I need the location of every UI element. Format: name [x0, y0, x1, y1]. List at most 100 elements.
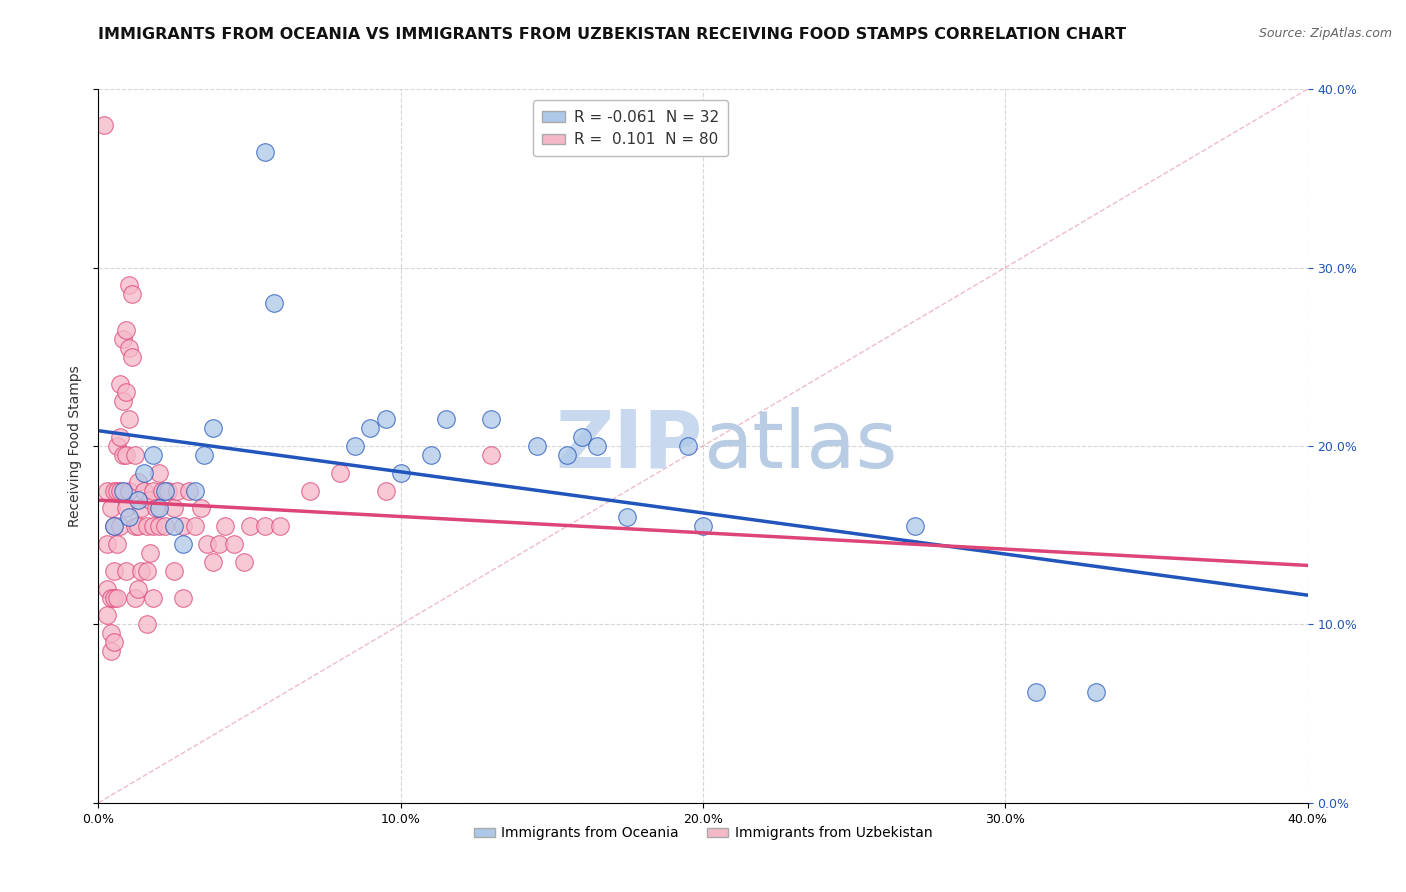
- Point: [202, 421, 225, 435]
- Point: [253, 145, 276, 159]
- Point: [263, 296, 285, 310]
- Point: [172, 519, 194, 533]
- Point: [344, 439, 367, 453]
- Point: [148, 519, 170, 533]
- Legend: Immigrants from Oceania, Immigrants from Uzbekistan: Immigrants from Oceania, Immigrants from…: [468, 821, 938, 846]
- Point: [616, 510, 638, 524]
- Point: [208, 537, 231, 551]
- Point: [111, 483, 134, 498]
- Point: [124, 591, 146, 605]
- Point: [132, 483, 155, 498]
- Point: [135, 564, 157, 578]
- Point: [299, 483, 322, 498]
- Point: [118, 341, 141, 355]
- Point: [360, 421, 382, 435]
- Point: [586, 439, 609, 453]
- Point: [100, 591, 122, 605]
- Point: [142, 591, 165, 605]
- Point: [127, 492, 149, 507]
- Point: [121, 287, 143, 301]
- Point: [96, 608, 118, 623]
- Point: [118, 510, 141, 524]
- Point: [135, 617, 157, 632]
- Point: [179, 483, 201, 498]
- Point: [100, 626, 122, 640]
- Point: [100, 644, 122, 658]
- Point: [156, 483, 179, 498]
- Point: [127, 475, 149, 489]
- Point: [129, 564, 152, 578]
- Point: [420, 448, 443, 462]
- Point: [108, 483, 131, 498]
- Text: ZIP: ZIP: [555, 407, 703, 485]
- Point: [114, 501, 136, 516]
- Point: [239, 519, 262, 533]
- Point: [135, 519, 157, 533]
- Point: [374, 412, 396, 426]
- Point: [121, 350, 143, 364]
- Point: [103, 483, 125, 498]
- Point: [114, 323, 136, 337]
- Point: [904, 519, 927, 533]
- Point: [100, 501, 122, 516]
- Point: [105, 537, 128, 551]
- Point: [145, 501, 167, 516]
- Point: [1085, 685, 1108, 699]
- Point: [111, 394, 134, 409]
- Point: [224, 537, 246, 551]
- Point: [190, 501, 212, 516]
- Point: [114, 448, 136, 462]
- Point: [555, 448, 578, 462]
- Point: [111, 448, 134, 462]
- Point: [374, 483, 396, 498]
- Point: [127, 582, 149, 596]
- Point: [142, 483, 165, 498]
- Point: [153, 483, 176, 498]
- Point: [163, 564, 186, 578]
- Point: [114, 385, 136, 400]
- Point: [139, 546, 162, 560]
- Text: atlas: atlas: [703, 407, 897, 485]
- Point: [526, 439, 548, 453]
- Point: [96, 537, 118, 551]
- Point: [172, 537, 194, 551]
- Point: [127, 519, 149, 533]
- Point: [172, 591, 194, 605]
- Point: [481, 448, 503, 462]
- Point: [195, 537, 218, 551]
- Point: [142, 519, 165, 533]
- Point: [232, 555, 254, 569]
- Point: [253, 519, 276, 533]
- Text: IMMIGRANTS FROM OCEANIA VS IMMIGRANTS FROM UZBEKISTAN RECEIVING FOOD STAMPS CORR: IMMIGRANTS FROM OCEANIA VS IMMIGRANTS FR…: [98, 27, 1126, 42]
- Point: [105, 591, 128, 605]
- Point: [124, 448, 146, 462]
- Point: [108, 376, 131, 391]
- Point: [193, 448, 215, 462]
- Point: [389, 466, 412, 480]
- Point: [163, 501, 186, 516]
- Point: [118, 412, 141, 426]
- Point: [132, 466, 155, 480]
- Point: [96, 582, 118, 596]
- Point: [269, 519, 291, 533]
- Point: [163, 519, 186, 533]
- Point: [124, 519, 146, 533]
- Point: [108, 519, 131, 533]
- Point: [150, 483, 173, 498]
- Point: [129, 501, 152, 516]
- Point: [105, 483, 128, 498]
- Point: [108, 430, 131, 444]
- Point: [118, 278, 141, 293]
- Point: [692, 519, 714, 533]
- Point: [1024, 685, 1046, 699]
- Point: [571, 430, 593, 444]
- Point: [103, 635, 125, 649]
- Point: [96, 483, 118, 498]
- Text: Source: ZipAtlas.com: Source: ZipAtlas.com: [1258, 27, 1392, 40]
- Point: [118, 483, 141, 498]
- Point: [434, 412, 457, 426]
- Point: [202, 555, 225, 569]
- Point: [93, 118, 115, 132]
- Point: [166, 483, 188, 498]
- Point: [103, 519, 125, 533]
